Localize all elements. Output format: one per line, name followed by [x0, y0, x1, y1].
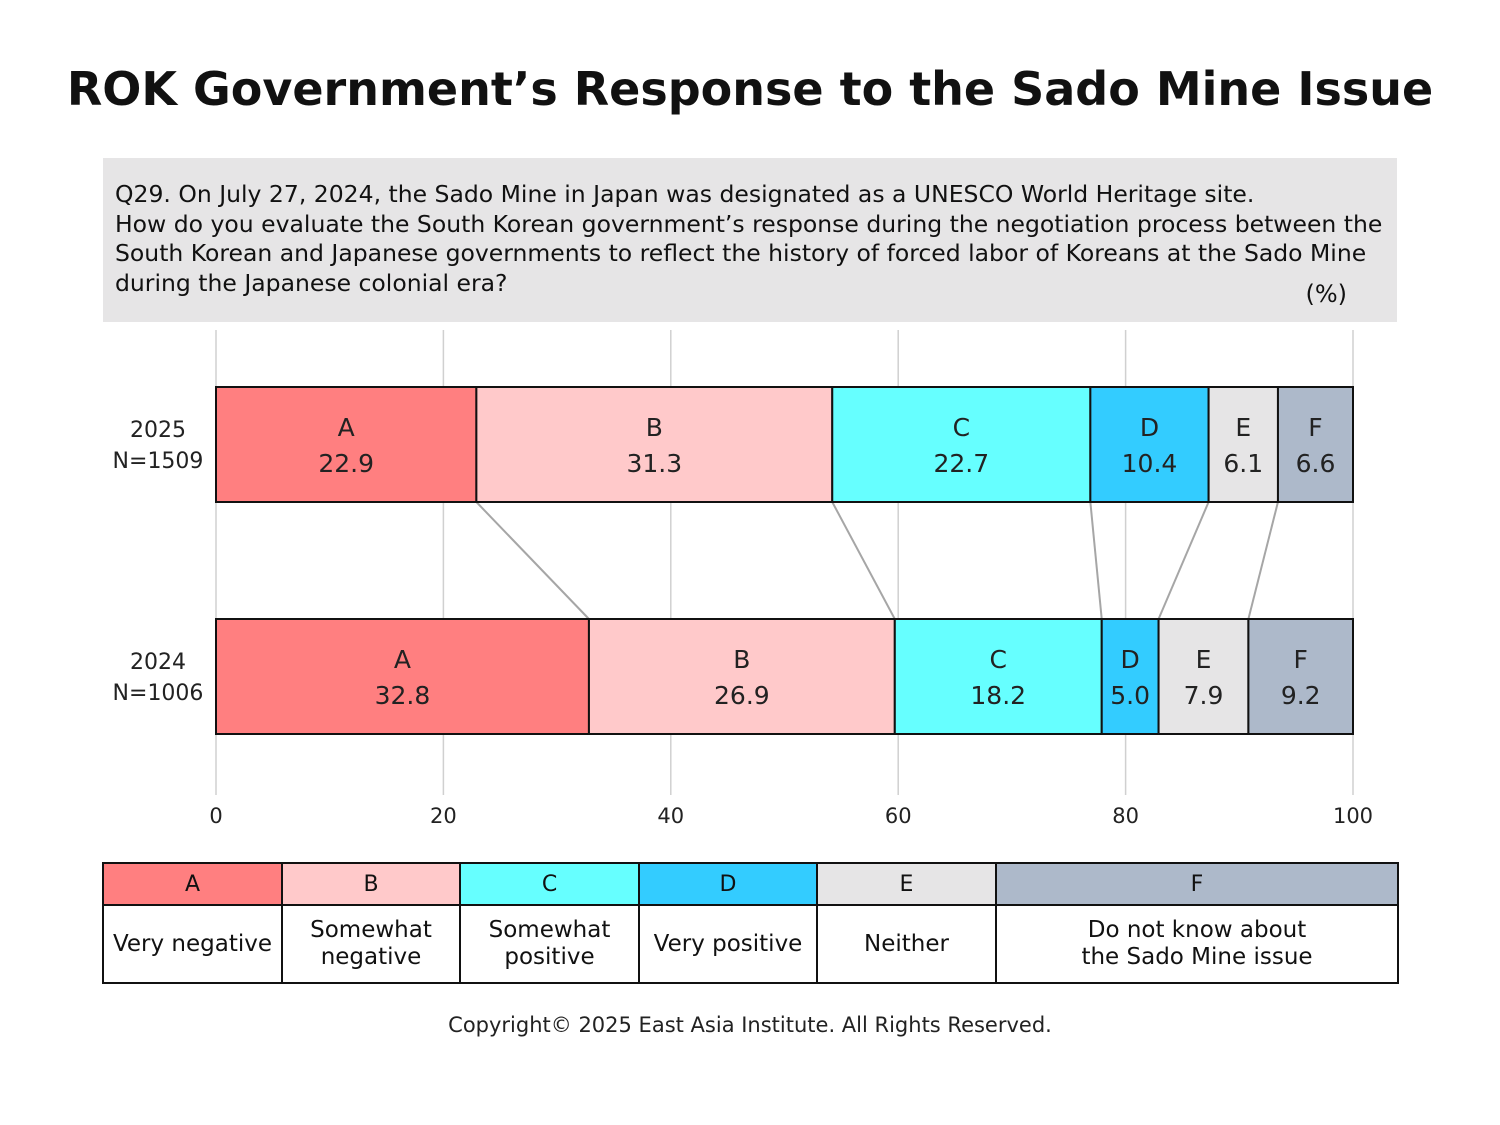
segment-code-label: E	[1196, 645, 1212, 674]
bar-segment	[1276, 386, 1355, 503]
segment-code-label: D	[1140, 413, 1159, 442]
segment-value-label: 18.2	[970, 681, 1026, 710]
x-tick-label: 0	[209, 804, 222, 828]
x-tick-label: 40	[657, 804, 684, 828]
segment-value-label: 22.9	[318, 449, 374, 478]
legend-code-row: A B C D E F	[102, 862, 1399, 906]
segment-code-label: F	[1308, 413, 1322, 442]
segment-code-label: E	[1235, 413, 1251, 442]
legend-code-e: E	[816, 862, 997, 906]
question-text: Q29. On July 27, 2024, the Sado Mine in …	[115, 180, 1383, 297]
bar-segment	[1157, 618, 1250, 735]
segment-value-label: 7.9	[1184, 681, 1224, 710]
category-label: 2024	[130, 650, 186, 675]
connector-line	[475, 501, 590, 620]
segment-value-label: 32.8	[375, 681, 431, 710]
bar-segment	[215, 618, 590, 735]
legend-label-e: Neither	[816, 904, 997, 984]
bar-segment	[215, 386, 478, 503]
category-label: N=1006	[113, 681, 204, 706]
x-tick-label: 100	[1333, 804, 1373, 828]
question-box: Q29. On July 27, 2024, the Sado Mine in …	[103, 158, 1397, 322]
legend-label-c: Somewhat positive	[459, 904, 640, 984]
bar-segment	[1100, 618, 1160, 735]
x-tick-label: 20	[430, 804, 457, 828]
connector-line	[1247, 501, 1279, 620]
category-label: N=1509	[113, 449, 204, 474]
segment-value-label: 10.4	[1122, 449, 1178, 478]
connector-line	[831, 501, 896, 620]
legend-label-f: Do not know about the Sado Mine issue	[995, 904, 1399, 984]
segment-value-label: 31.3	[626, 449, 682, 478]
segment-value-label: 6.6	[1296, 449, 1336, 478]
category-label: 2025	[130, 418, 186, 443]
segment-value-label: 6.1	[1223, 449, 1263, 478]
bar-segment	[1089, 386, 1210, 503]
segment-code-label: D	[1121, 645, 1140, 674]
legend-label-d: Very positive	[638, 904, 818, 984]
segment-value-label: 5.0	[1110, 681, 1150, 710]
legend-description-row: Very negative Somewhat negative Somewhat…	[102, 904, 1399, 984]
segment-value-label: 22.7	[933, 449, 989, 478]
legend-code-a: A	[102, 862, 283, 906]
copyright-notice: Copyright© 2025 East Asia Institute. All…	[448, 1013, 1052, 1037]
legend-label-a: Very negative	[102, 904, 283, 984]
bar-segment	[893, 618, 1103, 735]
connector-line	[1157, 501, 1210, 620]
x-tick-label: 60	[885, 804, 912, 828]
legend-table: A B C D E F Very negative Somewhat negat…	[102, 862, 1399, 984]
bar-segment	[831, 386, 1092, 503]
segment-code-label: B	[646, 413, 663, 442]
legend-code-d: D	[638, 862, 818, 906]
segment-code-label: C	[990, 645, 1007, 674]
x-tick-label: 80	[1112, 804, 1139, 828]
segment-value-label: 26.9	[714, 681, 770, 710]
segment-code-label: F	[1294, 645, 1308, 674]
unit-label: (%)	[1305, 280, 1347, 308]
segment-code-label: B	[733, 645, 750, 674]
legend-label-b: Somewhat negative	[281, 904, 461, 984]
bar-segment	[475, 386, 834, 503]
segment-code-label: A	[394, 645, 411, 674]
chart-title: ROK Government’s Response to the Sado Mi…	[66, 62, 1434, 116]
bar-segment	[1247, 618, 1354, 735]
segment-code-label: A	[338, 413, 355, 442]
connector-line	[1089, 501, 1103, 620]
bar-segment	[1207, 386, 1279, 503]
bar-segment	[587, 618, 896, 735]
legend-code-f: F	[995, 862, 1399, 906]
segment-code-label: C	[953, 413, 970, 442]
segment-value-label: 9.2	[1281, 681, 1321, 710]
legend-code-c: C	[459, 862, 640, 906]
stacked-bar-chart: 0 20 40 60 80 100 A 22.9 B 31.3 C 22.7 D 10.4 E 6.1 F 6.6…	[113, 330, 1373, 828]
legend-code-b: B	[281, 862, 461, 906]
